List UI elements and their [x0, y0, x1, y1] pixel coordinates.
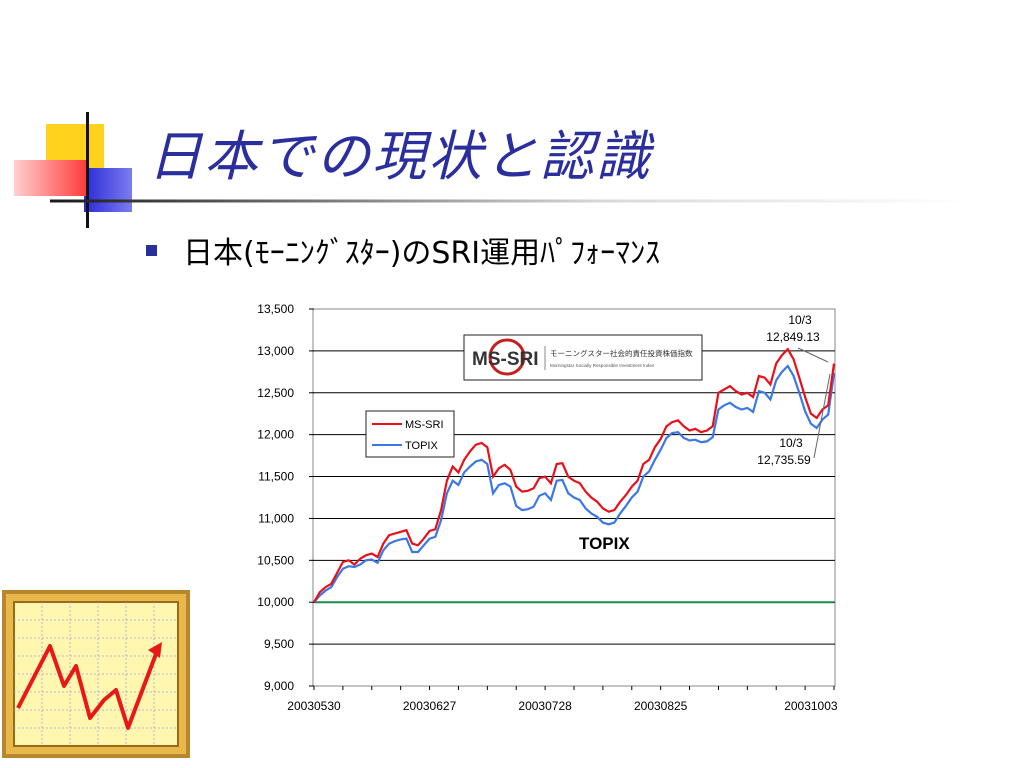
annotation-sri-value: 12,849.13 — [766, 330, 820, 344]
x-tick-label: 20030728 — [518, 699, 572, 713]
y-tick-label: 10,500 — [257, 553, 294, 567]
x-tick-label: 20030627 — [403, 699, 457, 713]
x-tick-label: 20030530 — [287, 699, 341, 713]
deco-red-square — [14, 160, 86, 196]
y-tick-label: 10,000 — [257, 595, 294, 609]
bullet-square-icon — [146, 244, 157, 256]
logo-subtitle-en: Morningstar Socially Responsible Investm… — [550, 363, 655, 368]
deco-blue-square — [84, 168, 132, 212]
logo-text: MS-SRI — [472, 349, 539, 370]
annotation-sri-date: 10/3 — [788, 313, 812, 327]
annotation-topix-date: 10/3 — [779, 436, 803, 450]
y-tick-label: 13,000 — [257, 344, 294, 358]
x-tick-label: 20030825 — [634, 699, 688, 713]
legend-label-topix: TOPIX — [405, 440, 438, 452]
chart-thumbnail-icon — [2, 590, 190, 758]
series-line-topix — [313, 364, 836, 603]
legend: MS-SRI TOPIX — [365, 410, 455, 458]
deco-vertical-line — [86, 112, 89, 228]
bullet-item: 日本(ﾓｰﾆﾝｸﾞｽﾀｰ)のSRI運用ﾊﾟﾌｫｰﾏﾝｽ — [146, 228, 660, 272]
annotation-sri-leader — [797, 347, 829, 363]
logo-subtitle: モーニングスター社会的責任投資株価指数 — [550, 348, 693, 358]
annotation-topix-leader — [813, 373, 831, 459]
slide-title: 日本での現状と認識 — [148, 125, 652, 188]
title-underline — [50, 199, 970, 203]
y-tick-label: 11,000 — [258, 511, 294, 525]
y-tick-label: 12,500 — [257, 386, 294, 400]
annotation-topix-series-label: TOPIX — [579, 534, 630, 553]
annotation-topix-value: 12,735.59 — [757, 453, 811, 467]
bullet-text: 日本(ﾓｰﾆﾝｸﾞｽﾀｰ)のSRI運用ﾊﾟﾌｫｰﾏﾝｽ — [183, 236, 661, 271]
legend-label-ms-sri: MS-SRI — [405, 419, 444, 431]
performance-chart: 13,500 13,000 12,500 12,000 11,500 11,000 10,5… — [257, 302, 838, 713]
y-tick-label: 9,500 — [264, 637, 294, 651]
y-tick-label: 11,500 — [258, 470, 294, 484]
y-tick-label: 12,000 — [257, 428, 294, 442]
series-line-ms-sri — [313, 347, 836, 603]
x-tick-label: 20031003 — [784, 699, 838, 713]
y-tick-label: 13,500 — [257, 302, 294, 316]
ms-sri-logo: MS-SRI モーニングスター社会的責任投資株価指数 Morningstar S… — [463, 334, 703, 381]
y-tick-label: 9,000 — [264, 679, 294, 693]
